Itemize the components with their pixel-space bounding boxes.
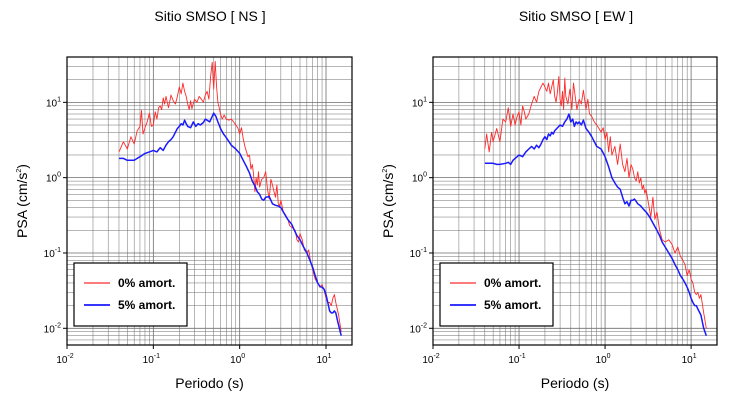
chart-panel-ew: 10-2 10-1 100 101 10-2 10-1 100 101 Sitio SMSO […: [380, 8, 718, 391]
x-tick-label: 10-2: [422, 353, 439, 366]
y-axis-label: PSA (cm/s2): [380, 164, 396, 238]
x-tick-label: 100: [596, 353, 611, 366]
legend-label: 5% amort.: [118, 298, 175, 312]
x-axis-label: Periodo (s): [541, 375, 609, 391]
y-tick-label: 101: [412, 96, 427, 109]
x-tick-label: 10-1: [143, 353, 160, 366]
series-line-amort-5: [484, 113, 708, 336]
legend-box: [439, 262, 554, 327]
x-tick-label: 10-2: [56, 353, 73, 366]
x-tick-label: 101: [316, 353, 331, 366]
x-tick-label: 10-1: [508, 353, 525, 366]
chart-panel-ns: 10-2 10-1 100 101 10-2 10-1 100 101 Sitio SMSO […: [14, 8, 353, 391]
x-axis-label: Periodo (s): [175, 375, 243, 391]
plot-frame: [66, 56, 353, 346]
chart-title: Sitio SMSO [ NS ]: [154, 8, 265, 24]
legend-label: 0% amort.: [484, 276, 541, 290]
legend: 0% amort. 5% amort.: [73, 262, 188, 327]
legend-box: [73, 262, 188, 327]
x-tick-label: 101: [682, 353, 697, 366]
grid: [66, 56, 353, 346]
legend-label: 0% amort.: [118, 276, 175, 290]
series-line-amort-0: [484, 76, 707, 329]
y-tick-label: 10-1: [410, 247, 427, 260]
series-line-amort-5: [119, 112, 342, 336]
y-tick-label: 10-2: [410, 322, 427, 335]
y-tick-label: 100: [412, 172, 427, 185]
legend-label: 5% amort.: [484, 298, 541, 312]
y-tick-label: 100: [46, 172, 61, 185]
y-tick-label: 101: [46, 96, 61, 109]
plot-frame: [432, 56, 718, 346]
legend: 0% amort. 5% amort.: [439, 262, 554, 327]
y-tick-label: 10-1: [44, 247, 61, 260]
y-tick-label: 10-2: [44, 322, 61, 335]
series-line-amort-0: [118, 60, 342, 332]
chart-title: Sitio SMSO [ EW ]: [519, 8, 633, 24]
x-tick-label: 100: [230, 353, 245, 366]
y-axis-label: PSA (cm/s2): [14, 164, 30, 238]
